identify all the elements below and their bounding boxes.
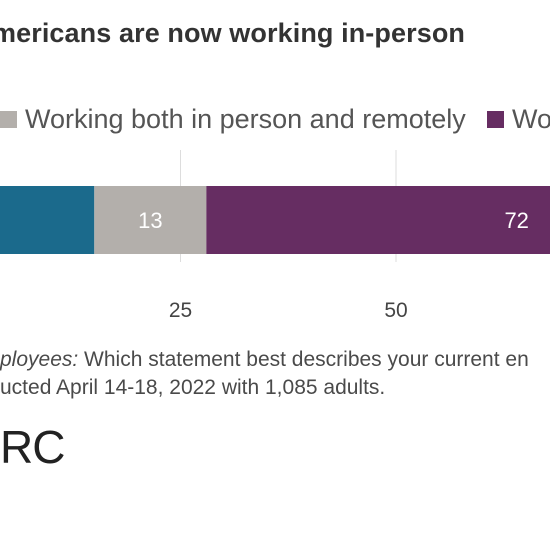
legend: Working both in person and remotely Wo xyxy=(0,104,550,140)
legend-item-in-person: Wo xyxy=(487,104,550,135)
legend-label-both: Working both in person and remotely xyxy=(25,104,466,134)
note-line-1-italic: ployees: xyxy=(0,348,79,371)
note-line-2: ucted April 14-18, 2022 with 1,085 adult… xyxy=(0,376,386,399)
bar-segment-3 xyxy=(206,186,550,254)
bar-segment-2 xyxy=(94,186,207,254)
data-label-2: 13 xyxy=(138,208,162,233)
note-line-1-text: Which statement best describes your curr… xyxy=(78,348,529,371)
data-label-3: 72 xyxy=(504,208,528,233)
legend-swatch-both xyxy=(0,111,17,128)
x-tick-label-25: 25 xyxy=(169,299,192,322)
stacked-bar-chart: 2550751372 xyxy=(0,150,550,322)
x-tick-label-50: 50 xyxy=(384,299,407,322)
legend-item-both: Working both in person and remotely xyxy=(0,104,466,135)
chart-title: mericans are now working in-person xyxy=(0,18,466,48)
source-logo: RC xyxy=(0,421,65,473)
chart-note: ployees: Which statement best describes … xyxy=(0,346,529,402)
note-line-1: ployees: Which statement best describes … xyxy=(0,346,529,374)
legend-swatch-in-person xyxy=(487,111,504,128)
legend-label-in-person: Wo xyxy=(512,104,550,134)
bar-segment-1 xyxy=(0,186,95,254)
